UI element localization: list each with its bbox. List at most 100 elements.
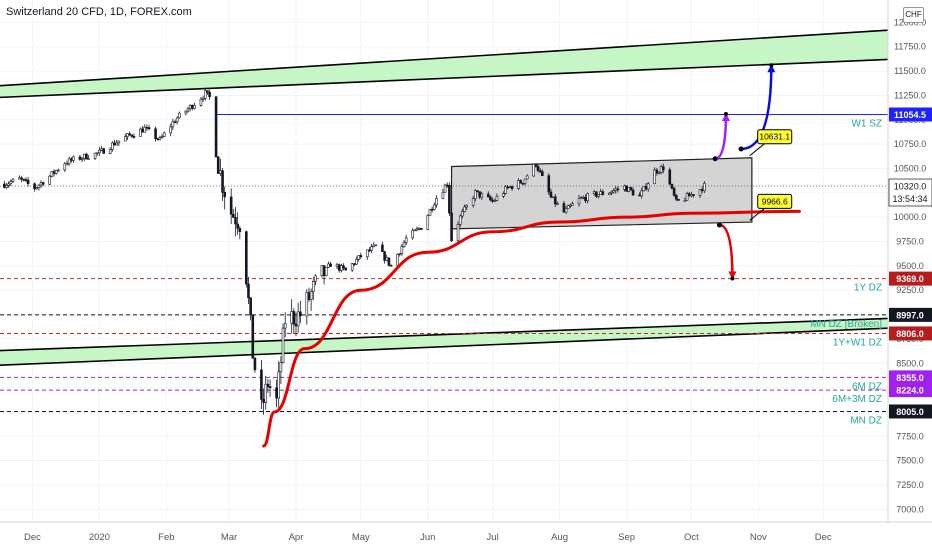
candle-down xyxy=(41,182,45,185)
candle-up xyxy=(532,163,535,177)
candle-down xyxy=(601,191,605,195)
candle-up xyxy=(426,215,430,230)
x-tick-label: Nov xyxy=(750,532,767,543)
candle-down xyxy=(141,128,144,133)
candle-down xyxy=(381,244,384,252)
candle-down xyxy=(249,297,252,316)
candle-down xyxy=(344,267,347,271)
candle-up xyxy=(18,177,21,180)
y-tick-label: 9500.0 xyxy=(896,261,924,271)
candle-up xyxy=(87,158,90,160)
y-tick-label: 11500.0 xyxy=(894,66,926,76)
candle-up xyxy=(402,242,406,247)
purple-arrow-head xyxy=(721,112,730,121)
candle-up xyxy=(290,311,293,324)
callouts: 10631.1 9966.6 xyxy=(749,129,793,221)
level-label: 6M DZ xyxy=(852,381,882,392)
candles xyxy=(3,87,706,415)
candle-down xyxy=(322,265,326,277)
candle-up xyxy=(456,224,460,242)
purple-arrow-start xyxy=(712,156,718,162)
candle-up xyxy=(640,190,643,197)
candle-up xyxy=(35,187,39,190)
candle-down xyxy=(216,156,220,174)
candle-down xyxy=(145,126,149,129)
price-axis[interactable]: 7000.07250.07500.07750.08000.08250.08500… xyxy=(887,0,932,550)
lower-zone-bottom-line xyxy=(0,327,889,367)
current-price-label: 10320.0 xyxy=(894,182,927,192)
candle-down xyxy=(387,257,391,266)
candle-down xyxy=(534,163,538,167)
support-curve-line xyxy=(262,209,801,448)
blue-arrow xyxy=(740,65,773,151)
lower-zone xyxy=(0,318,888,366)
candle-down xyxy=(595,191,598,197)
candle-down xyxy=(389,264,393,267)
time-axis[interactable]: Dec 2020 Feb Mar Apr May Jun Jul Aug Sep Oct Nov Dec xyxy=(0,521,932,550)
candle-up xyxy=(480,193,484,198)
candle-down xyxy=(661,166,665,171)
candle-up xyxy=(571,203,574,206)
candle-up xyxy=(355,259,358,265)
callout-text: 10631.1 xyxy=(759,132,790,142)
candle-down xyxy=(173,121,177,124)
candle-up xyxy=(415,228,419,231)
x-tick-label: Feb xyxy=(158,532,174,543)
candle-down xyxy=(20,177,23,180)
level-label: W1 SZ xyxy=(851,118,882,129)
candle-down xyxy=(687,193,691,197)
candle-down xyxy=(3,183,6,188)
candle-up xyxy=(350,263,354,271)
candle-down xyxy=(128,133,131,136)
candle-down xyxy=(307,292,311,300)
candle-down xyxy=(24,179,28,181)
candle-down xyxy=(383,251,386,261)
candle-up xyxy=(54,170,58,174)
candle-up xyxy=(703,183,706,192)
countdown-label: 13:54:34 xyxy=(892,194,927,204)
y-tick-label: 7250.0 xyxy=(896,480,924,490)
candle-up xyxy=(82,153,86,159)
x-tick-label: Mar xyxy=(221,532,237,543)
candle-down xyxy=(448,185,451,214)
candle-up xyxy=(143,126,147,133)
y-tick-label: 7750.0 xyxy=(896,431,924,441)
candle-down xyxy=(616,188,620,191)
y-tick-label: 7000.0 xyxy=(896,504,924,514)
candle-up xyxy=(199,98,203,106)
upper-zone-top-line xyxy=(0,29,889,87)
candle-up xyxy=(465,204,468,208)
y-tick-label: 11750.0 xyxy=(894,42,926,52)
candle-up xyxy=(357,255,360,260)
candle-down xyxy=(692,194,695,196)
candle-up xyxy=(39,182,43,186)
candle-up xyxy=(139,128,142,137)
candle-up xyxy=(126,133,129,137)
candle-up xyxy=(178,112,181,119)
candle-up xyxy=(279,362,283,373)
candle-up xyxy=(65,163,69,166)
candle-down xyxy=(359,255,363,258)
candle-up xyxy=(115,142,118,146)
y-tick-label: 10500.0 xyxy=(894,163,927,173)
callout-text: 9966.6 xyxy=(762,196,788,206)
candle-up xyxy=(517,180,520,189)
candle-down xyxy=(674,195,678,200)
candle-up xyxy=(264,383,268,403)
level-label: 6M+3M DZ xyxy=(832,394,882,405)
candle-up xyxy=(400,246,404,254)
x-tick-label: Dec xyxy=(815,532,832,543)
candle-up xyxy=(592,191,596,194)
candle-down xyxy=(638,194,641,197)
candle-down xyxy=(78,156,82,160)
candle-up xyxy=(50,171,54,177)
candle-down xyxy=(368,249,371,252)
upper-zone xyxy=(0,30,888,98)
candle-up xyxy=(495,196,499,201)
candle-up xyxy=(432,204,436,210)
candle-up xyxy=(171,121,175,128)
currency-button[interactable]: CHF xyxy=(903,7,924,23)
candle-up xyxy=(385,257,389,261)
candle-up xyxy=(610,191,613,194)
